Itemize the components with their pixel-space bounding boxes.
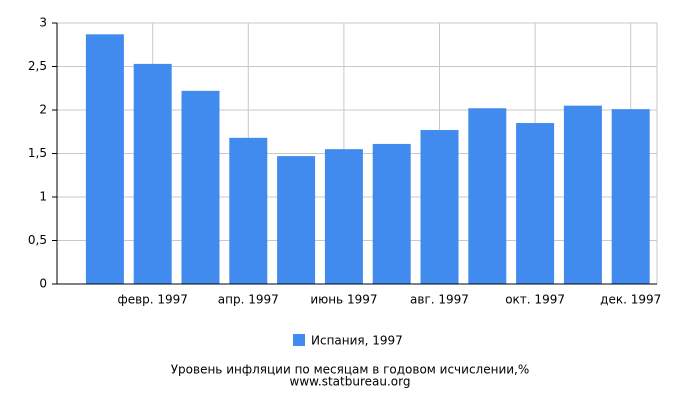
x-tick-label: февр. 1997 [117, 293, 188, 307]
bar [133, 63, 172, 284]
bar [611, 109, 650, 284]
bar [372, 143, 411, 284]
y-tick-label: 2,5 [28, 59, 47, 73]
x-tick-label: дек. 1997 [600, 293, 661, 307]
y-tick-label: 0,5 [28, 233, 47, 247]
legend-label: Испания, 1997 [311, 334, 403, 348]
x-tick-label: апр. 1997 [218, 293, 279, 307]
bar [277, 156, 316, 284]
y-tick-label: 1,5 [28, 146, 47, 160]
bar [181, 90, 220, 284]
bar [420, 130, 459, 284]
bar [229, 137, 268, 284]
x-tick-label: авг. 1997 [410, 293, 469, 307]
bar [563, 105, 602, 285]
y-tick-label: 0 [39, 277, 47, 291]
y-tick-label: 3 [39, 16, 47, 30]
y-tick-label: 2 [39, 103, 47, 117]
bar [516, 123, 555, 284]
legend-swatch [293, 334, 305, 346]
x-tick-label: июнь 1997 [310, 293, 377, 307]
bar [468, 108, 507, 284]
footer-url: www.statbureau.org [290, 375, 411, 389]
bar [324, 149, 363, 284]
x-tick-label: окт. 1997 [505, 293, 565, 307]
bar [85, 34, 124, 285]
y-tick-label: 1 [39, 190, 47, 204]
footer-text: Уровень инфляции по месяцам в годовом ис… [171, 363, 530, 377]
